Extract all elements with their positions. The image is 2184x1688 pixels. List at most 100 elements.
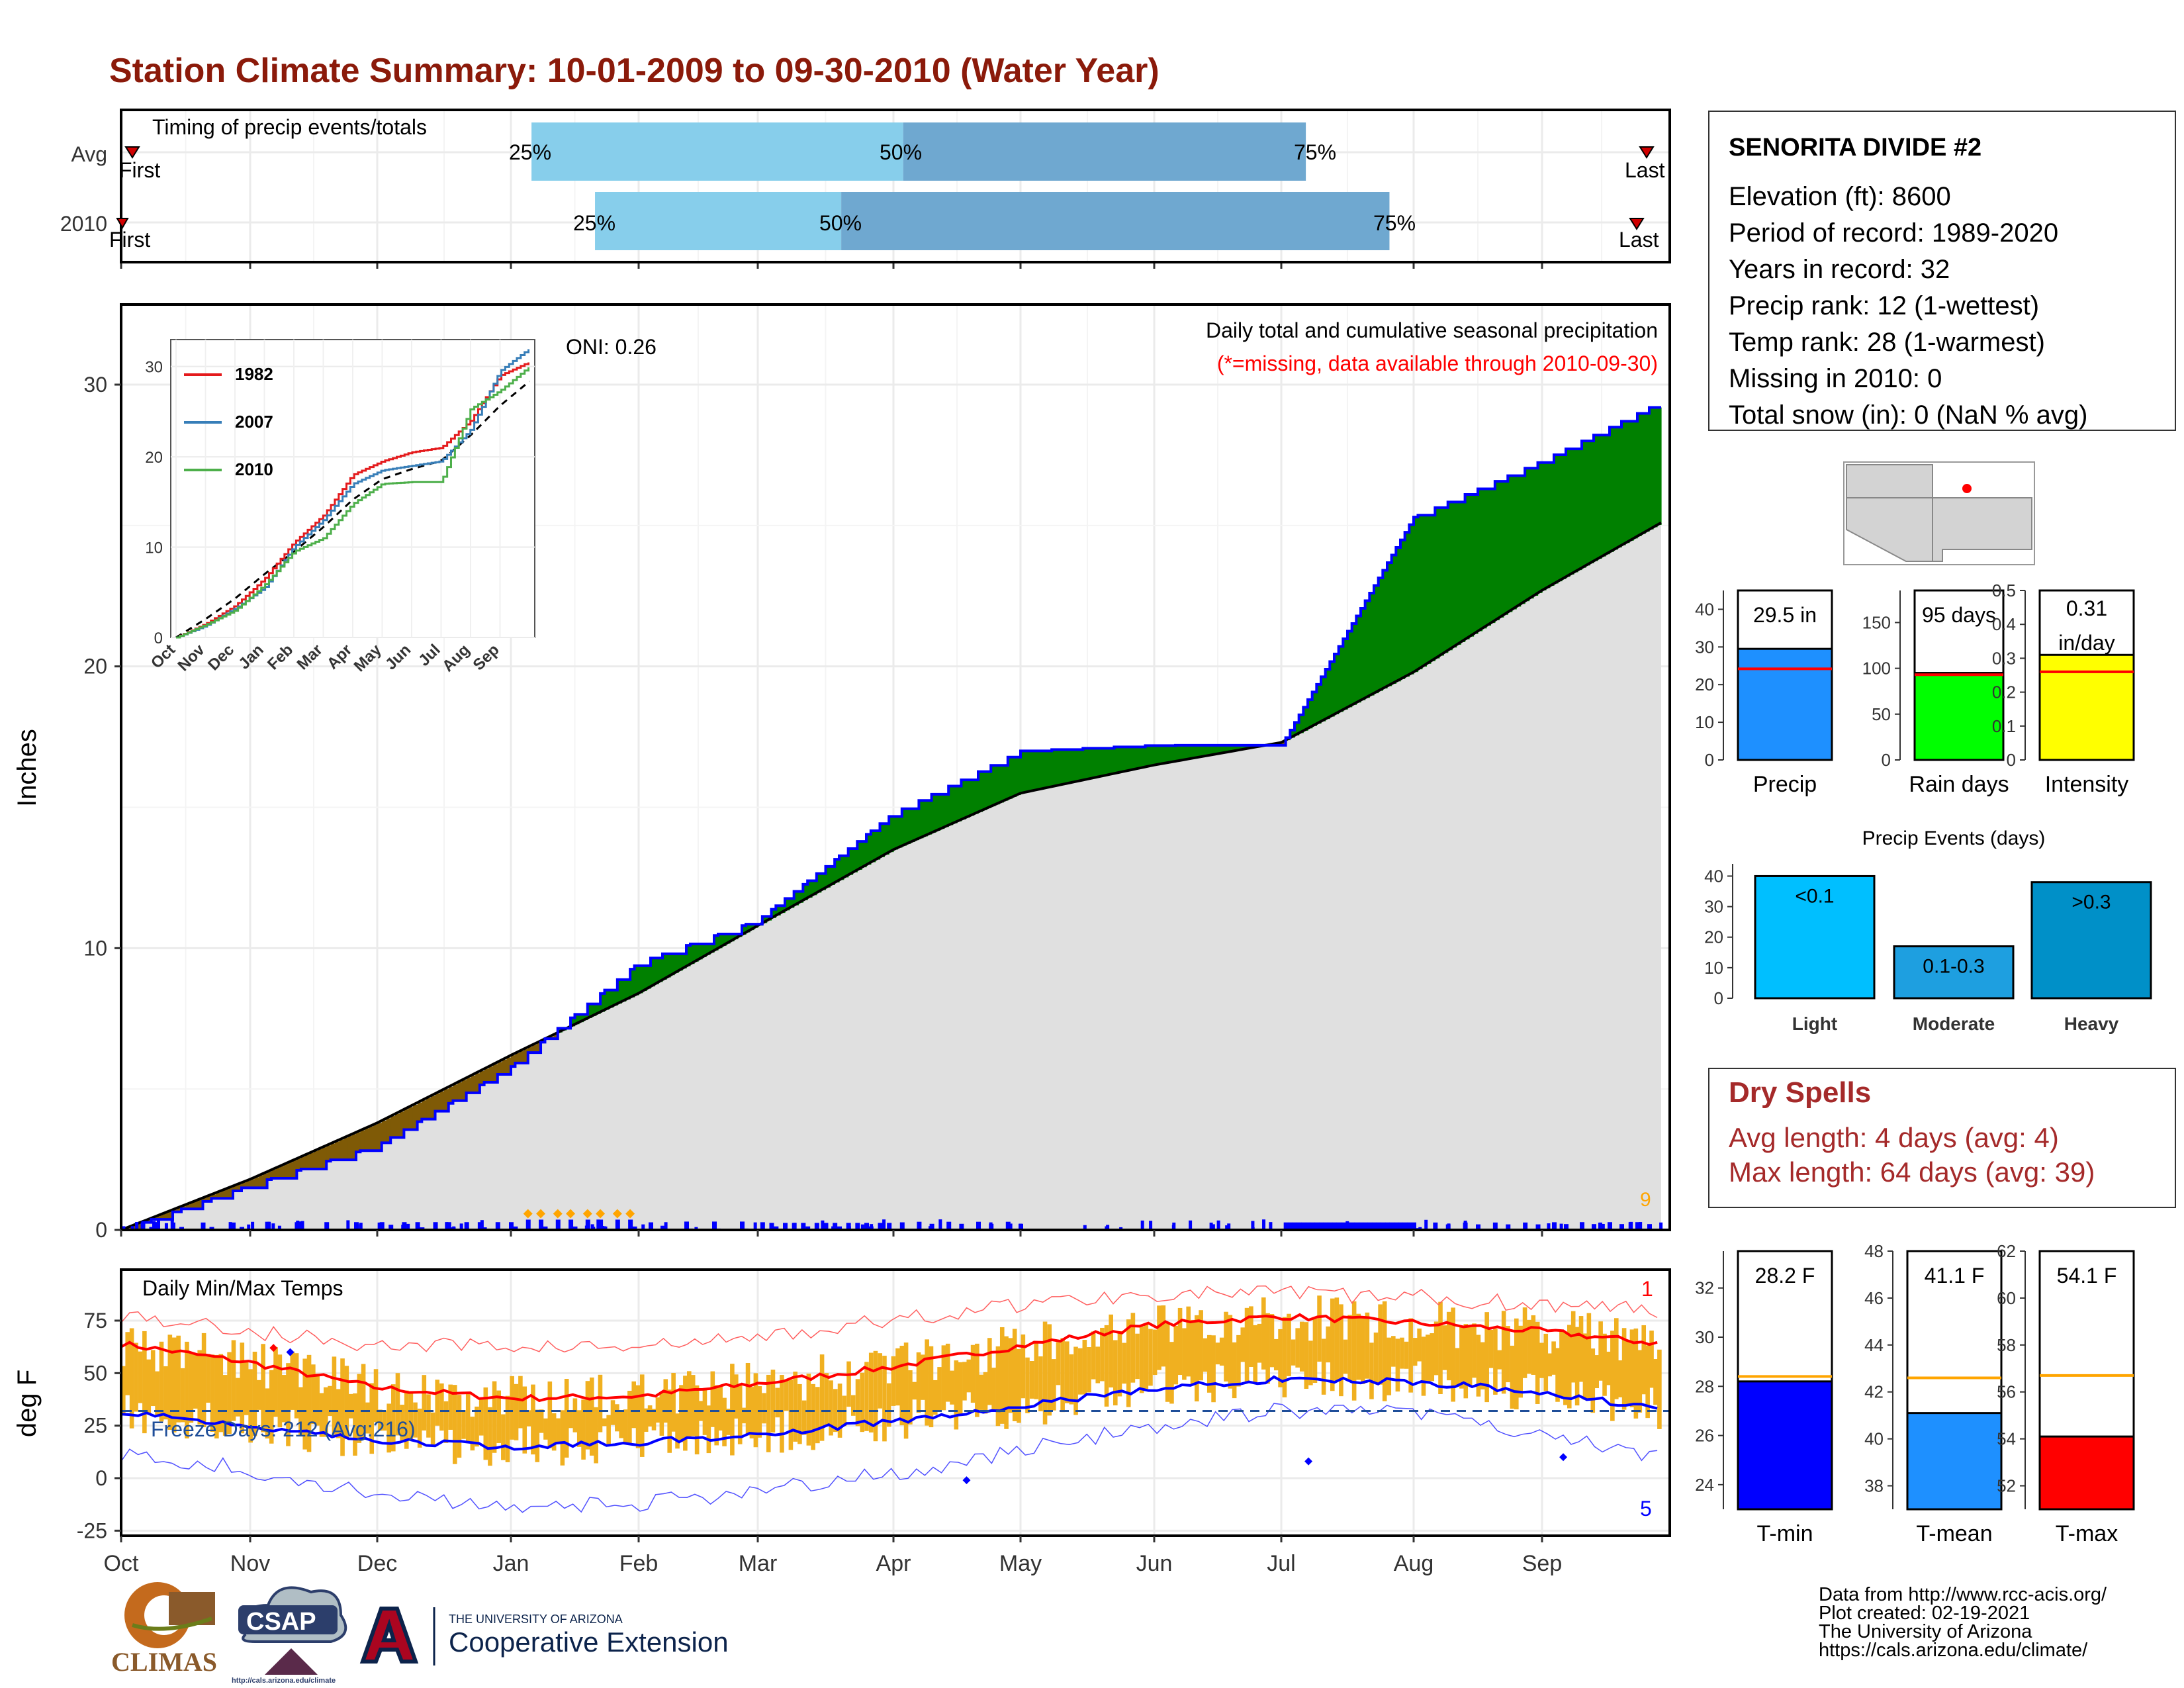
daily-precip-bar xyxy=(602,1226,606,1230)
daily-precip-bar xyxy=(1341,1222,1346,1230)
precip-below-avg-fill xyxy=(443,1089,449,1111)
daily-temp-bar xyxy=(1625,1340,1631,1405)
precip-above-avg-fill xyxy=(1633,421,1638,539)
daily-temp-bar xyxy=(336,1389,341,1438)
precip-below-avg-fill xyxy=(493,1064,498,1082)
daily-precip-bar xyxy=(459,1223,463,1230)
daily-temp-bar xyxy=(1244,1307,1250,1383)
precip-above-avg-fill xyxy=(646,965,651,989)
precip-below-avg-fill xyxy=(318,1149,323,1170)
daily-temp-bar xyxy=(1052,1359,1056,1411)
heavy-precip-marker xyxy=(523,1209,533,1219)
daily-precip-bar xyxy=(878,1223,883,1230)
footer-line-1: Data from http://www.rcc-acis.org/ xyxy=(1819,1584,2107,1605)
timing-bar-q3 xyxy=(903,122,1306,181)
precip-above-avg-fill xyxy=(995,765,1000,805)
daily-precip-bar xyxy=(1506,1224,1511,1230)
precip-above-avg-fill xyxy=(862,841,867,868)
daily-precip-bar xyxy=(346,1220,350,1230)
daily-precip-bar xyxy=(179,1227,184,1230)
events-category-label: Moderate xyxy=(1913,1013,1995,1034)
csap-logo: CSAP http://cals.arizona.edu/climate xyxy=(232,1586,347,1685)
daily-temp-bar xyxy=(659,1391,664,1436)
precip-above-avg-fill xyxy=(1003,765,1009,801)
precip-above-avg-fill xyxy=(686,945,691,966)
daily-temp-bar xyxy=(1025,1357,1030,1413)
station-line-1: Elevation (ft): 8600 xyxy=(1729,182,1951,211)
daily-temp-bar xyxy=(631,1381,637,1429)
precip-above-avg-fill xyxy=(811,880,817,896)
daily-precip-bar xyxy=(1337,1223,1341,1230)
daily-precip-bar xyxy=(1328,1222,1333,1230)
daily-temp-bar xyxy=(683,1376,688,1451)
precip-above-avg-fill xyxy=(1290,729,1295,738)
precip-below-avg-fill xyxy=(309,1152,314,1170)
daily-temp-bar xyxy=(1369,1342,1374,1399)
daily-temp-bar xyxy=(983,1372,988,1414)
daily-temp-bar xyxy=(1017,1348,1021,1423)
temp-y-tick-label: 50 xyxy=(83,1361,107,1385)
daily-temp-bar xyxy=(522,1386,527,1454)
precip-above-avg-fill xyxy=(1413,517,1419,673)
precip-below-avg-fill xyxy=(453,1084,458,1101)
daily-temp-bar xyxy=(1082,1340,1087,1395)
daily-precip-bar xyxy=(1371,1222,1377,1230)
daily-precip-bar xyxy=(917,1221,922,1230)
precip-above-avg-fill xyxy=(1553,455,1559,584)
daily-temp-bar xyxy=(1236,1335,1241,1387)
precip-below-avg-fill xyxy=(484,1068,489,1082)
record-low-line xyxy=(120,1403,1658,1513)
daily-temp-bar xyxy=(1438,1301,1443,1394)
precip-above-avg-fill xyxy=(1565,449,1570,577)
precip-below-avg-fill xyxy=(292,1160,297,1178)
daily-temp-bar xyxy=(1497,1350,1502,1370)
precip-below-avg-fill xyxy=(203,1197,208,1201)
daily-temp-bar xyxy=(1404,1341,1409,1369)
daily-precip-bar xyxy=(452,1226,456,1230)
daily-temp-bar xyxy=(514,1383,519,1440)
daily-precip-bar xyxy=(648,1222,653,1230)
timing-row-avg-label: Avg xyxy=(71,142,107,166)
precip-above-avg-fill xyxy=(1078,749,1083,781)
precip-above-avg-fill xyxy=(705,943,711,955)
precip-above-avg-fill xyxy=(1529,468,1534,599)
daily-precip-bar xyxy=(753,1222,757,1230)
precip-above-avg-fill xyxy=(848,848,854,875)
daily-temp-bar xyxy=(1567,1325,1572,1409)
precip-above-avg-fill xyxy=(1418,515,1423,670)
temp-gauges: 24 26 28 30 32 28.2 F T-min 38 40 42 44 46 48 41.1 F T… xyxy=(1695,1241,2135,1546)
daily-precip-bar xyxy=(1314,1222,1320,1230)
precip-below-avg-fill xyxy=(334,1141,340,1160)
daily-precip-bar xyxy=(782,1223,788,1230)
daily-temp-bar xyxy=(581,1399,586,1460)
precip-below-avg-fill xyxy=(515,1053,520,1063)
precip-above-avg-fill xyxy=(1209,745,1214,755)
precip-below-avg-fill xyxy=(322,1147,327,1170)
timing-bar-q2 xyxy=(595,192,842,250)
daily-temp-bar xyxy=(1378,1304,1383,1385)
precip-above-avg-fill xyxy=(1645,413,1650,532)
daily-temp-bar xyxy=(1038,1356,1043,1411)
daily-temp-bar xyxy=(1087,1346,1091,1393)
daily-precip-bar xyxy=(1288,1223,1292,1230)
precip-below-avg-fill xyxy=(369,1126,374,1151)
precip-above-avg-fill xyxy=(1499,481,1504,618)
daily-precip-bar xyxy=(1601,1223,1605,1230)
precip-below-avg-fill xyxy=(250,1179,255,1188)
station-line-4: Precip rank: 12 (1-wettest) xyxy=(1729,291,2039,320)
daily-temp-bar xyxy=(829,1380,833,1436)
events-bar-label: <0.1 xyxy=(1795,885,1834,907)
gauge-value-bar xyxy=(1737,647,1833,761)
precip-above-avg-fill xyxy=(709,943,715,953)
precip-above-avg-fill xyxy=(1404,532,1410,677)
daily-temp-bar xyxy=(1641,1325,1647,1395)
gauge-axis-label: Intensity xyxy=(2045,772,2129,797)
daily-precip-bar xyxy=(171,1227,175,1230)
daily-precip-bar xyxy=(508,1222,514,1230)
precip-below-avg-fill xyxy=(471,1075,476,1093)
daily-precip-bar xyxy=(1349,1222,1355,1230)
daily-temp-bar xyxy=(448,1384,453,1430)
precip-above-avg-fill xyxy=(1541,462,1547,590)
daily-precip-bar xyxy=(1367,1222,1373,1230)
last-label-2010: Last xyxy=(1619,228,1659,252)
